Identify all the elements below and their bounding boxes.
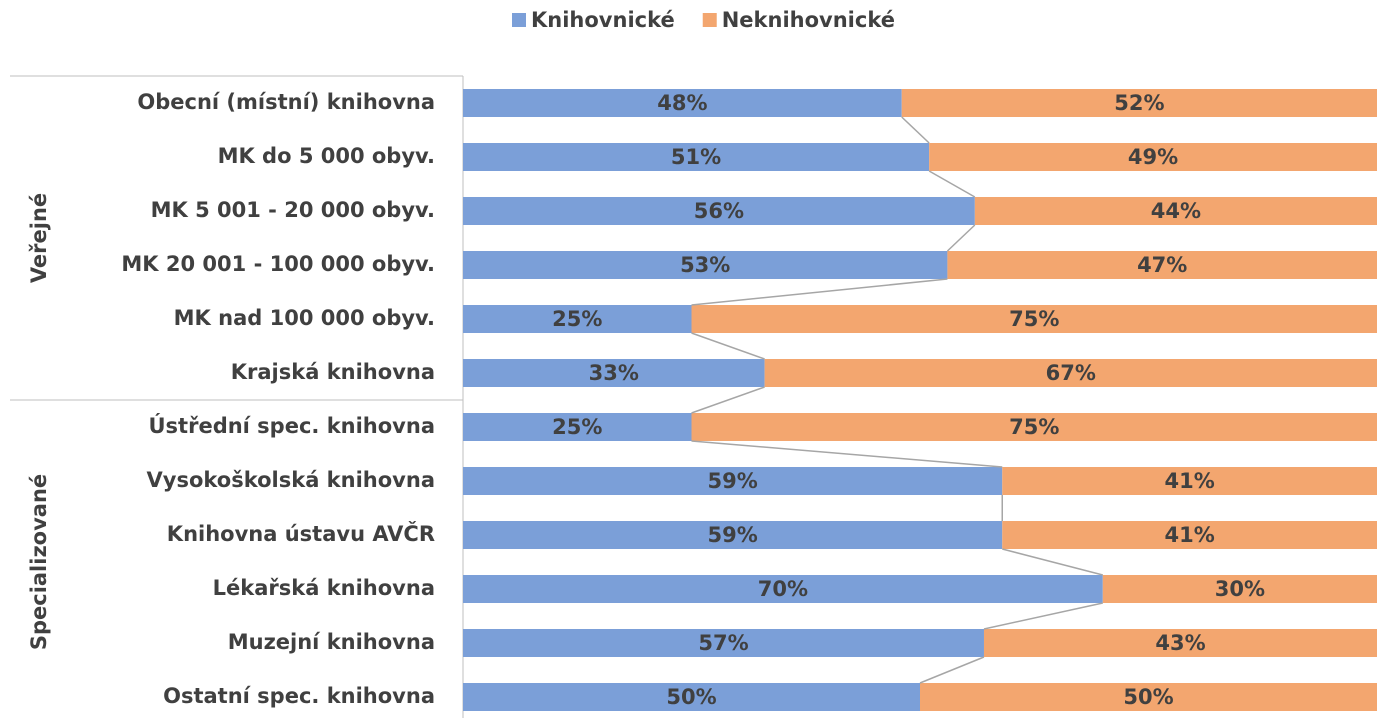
bar-segment <box>463 683 920 711</box>
data-label: 51% <box>671 145 721 169</box>
data-label: 33% <box>589 361 639 385</box>
legend-swatch <box>512 13 526 27</box>
series-line <box>928 170 976 198</box>
series-line <box>946 224 976 252</box>
category-label: Ostatní spec. knihovna <box>163 684 435 708</box>
category-label: Knihovna ústavu AVČR <box>167 521 435 546</box>
bar-segment <box>691 305 1377 333</box>
bar-segment <box>463 197 975 225</box>
bar-segment <box>463 251 948 279</box>
bar-segment <box>764 359 1377 387</box>
data-label: 67% <box>1046 361 1096 385</box>
category-label: Muzejní knihovna <box>228 630 435 654</box>
bar-segment <box>463 521 1003 549</box>
bar-segment <box>463 305 692 333</box>
legend-label: Knihovnické <box>531 8 675 32</box>
series-line <box>691 278 948 306</box>
bar-segment <box>463 359 765 387</box>
legend-swatch <box>702 13 717 27</box>
category-label: Ústřední spec. knihovna <box>149 413 436 438</box>
bar-segment <box>463 143 930 171</box>
data-label: 41% <box>1164 469 1214 493</box>
bar-segment <box>1002 467 1377 495</box>
bar-segment <box>929 143 1377 171</box>
data-label: 48% <box>657 91 707 115</box>
data-label: 30% <box>1215 577 1265 601</box>
bar-segment <box>1102 575 1377 603</box>
bar-segment <box>463 89 902 117</box>
bar-segment <box>901 89 1377 117</box>
data-label: 44% <box>1151 199 1201 223</box>
category-label: MK 20 001 - 100 000 obyv. <box>121 252 435 276</box>
data-label: 43% <box>1155 631 1205 655</box>
bar-segment <box>463 575 1103 603</box>
bar-segment <box>947 251 1377 279</box>
data-label: 49% <box>1128 145 1178 169</box>
bar-segment <box>1002 521 1377 549</box>
data-label: 47% <box>1137 253 1187 277</box>
bar-segment <box>983 629 1377 657</box>
series-line <box>1002 548 1103 576</box>
category-label: Lékařská knihovna <box>213 576 435 600</box>
data-label: 59% <box>707 523 757 547</box>
category-label: Obecní (místní) knihovna <box>137 90 435 114</box>
category-label: Vysokoškolská knihovna <box>147 468 435 492</box>
series-line <box>983 602 1103 630</box>
data-label: 50% <box>666 685 716 709</box>
bar-segment <box>463 629 984 657</box>
category-label: Krajská knihovna <box>231 360 435 384</box>
bar-segment <box>920 683 1377 711</box>
series-line <box>919 656 985 684</box>
data-label: 41% <box>1164 523 1214 547</box>
group-label: Veřejné <box>27 193 51 283</box>
data-label: 75% <box>1009 307 1059 331</box>
bar-segment <box>463 413 692 441</box>
data-label: 59% <box>707 469 757 493</box>
series-line <box>691 386 765 414</box>
category-label: MK do 5 000 obyv. <box>218 144 435 168</box>
category-label: MK 5 001 - 20 000 obyv. <box>151 198 435 222</box>
data-label: 25% <box>552 307 602 331</box>
bar-segment <box>463 467 1003 495</box>
data-label: 25% <box>552 415 602 439</box>
series-line <box>691 332 765 360</box>
series-line <box>691 440 1003 468</box>
legend-label: Neknihovnické <box>722 8 895 32</box>
data-label: 57% <box>698 631 748 655</box>
bar-segment <box>691 413 1377 441</box>
data-label: 53% <box>680 253 730 277</box>
bar-segment <box>974 197 1377 225</box>
data-label: 75% <box>1009 415 1059 439</box>
data-label: 70% <box>758 577 808 601</box>
series-line <box>901 116 930 144</box>
data-label: 52% <box>1114 91 1164 115</box>
category-label: MK nad 100 000 obyv. <box>174 306 435 330</box>
group-label: Specializované <box>27 474 51 650</box>
data-label: 56% <box>694 199 744 223</box>
data-label: 50% <box>1123 685 1173 709</box>
